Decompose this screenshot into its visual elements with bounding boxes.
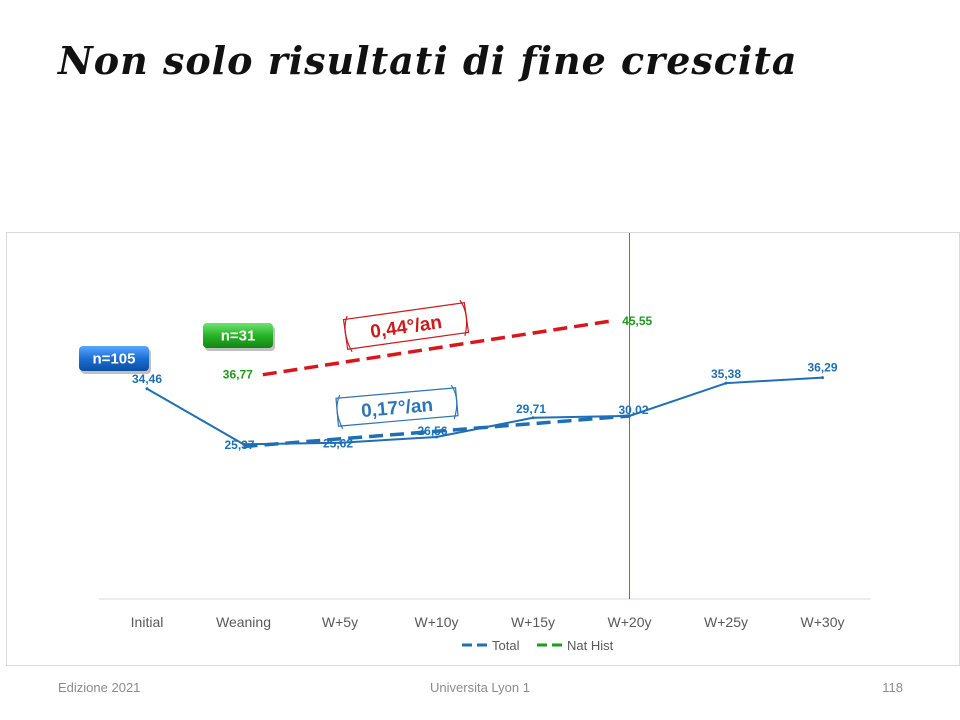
trend-line-nat-hist [262,319,611,377]
data-label-7: 36,29 [807,361,837,375]
badge-n-nat: n=31 [203,323,275,351]
trend-line-total [243,414,630,449]
data-point-0 [145,387,149,391]
nat-hist-start-label: 36,77 [223,368,253,382]
badge-n-total-box [79,346,149,371]
x-tick-label-w-15y: W+15y [511,614,555,630]
data-label-1: 25,37 [224,438,254,452]
badge-n-nat-box [203,323,273,348]
data-point-7 [821,376,824,380]
slope-annotation-total-curl-left [336,394,344,430]
slope-annotation-total: 0,17°/an [335,384,459,430]
data-point-5 [628,414,631,418]
x-tick-label-w-5y: W+5y [322,614,358,630]
footer-page-number: 118 [882,680,903,695]
x-tick-label-w-10y: W+10y [415,614,459,630]
data-label-5: 30,02 [618,403,648,417]
data-point-4 [531,416,535,420]
footer-university: Universita Lyon 1 [430,680,530,695]
x-tick-label-initial: Initial [131,614,164,630]
slide-title: Non solo risultati di fine crescita [58,38,798,83]
data-label-2: 25,62 [323,437,353,451]
legend-label-total: Total [492,638,520,653]
slope-annotation-nat-hist-curl-right [459,299,468,337]
data-point-2 [338,441,342,445]
x-tick-label-w-20y: W+20y [608,614,652,630]
data-point-6 [724,381,728,385]
x-tick-label-w-30y: W+30y [801,614,845,630]
data-label-0: 34,46 [132,372,162,386]
chart-frame: Initial Weaning W+5y W+10y W+15y W+20y W+25y W+… [6,232,960,666]
x-tick-label-w-25y: W+25y [704,614,748,630]
nat-hist-end-label: 45,55 [622,314,652,328]
slope-annotation-total-curl-right [450,384,458,420]
badge-n-total: n=105 [79,346,151,374]
x-tick-label-weaning: Weaning [216,614,271,630]
slope-annotation-nat-hist: 0,44°/an [342,299,470,353]
data-label-4: 29,71 [516,402,546,416]
series-line-main [146,376,823,446]
data-point-3 [435,435,438,439]
data-label-3: 26,56 [417,424,447,438]
badge-n-total-label: n=105 [93,351,136,368]
data-point-1 [242,442,245,446]
slope-annotation-nat-hist-curl-left [344,315,353,353]
line-chart: Initial Weaning W+5y W+10y W+15y W+20y W+25y W+… [79,233,871,653]
footer-edition: Edizione 2021 [58,680,141,695]
badge-n-nat-label: n=31 [221,328,256,345]
legend-label-nat-hist: Nat Hist [567,638,614,653]
data-label-6: 35,38 [711,367,741,381]
